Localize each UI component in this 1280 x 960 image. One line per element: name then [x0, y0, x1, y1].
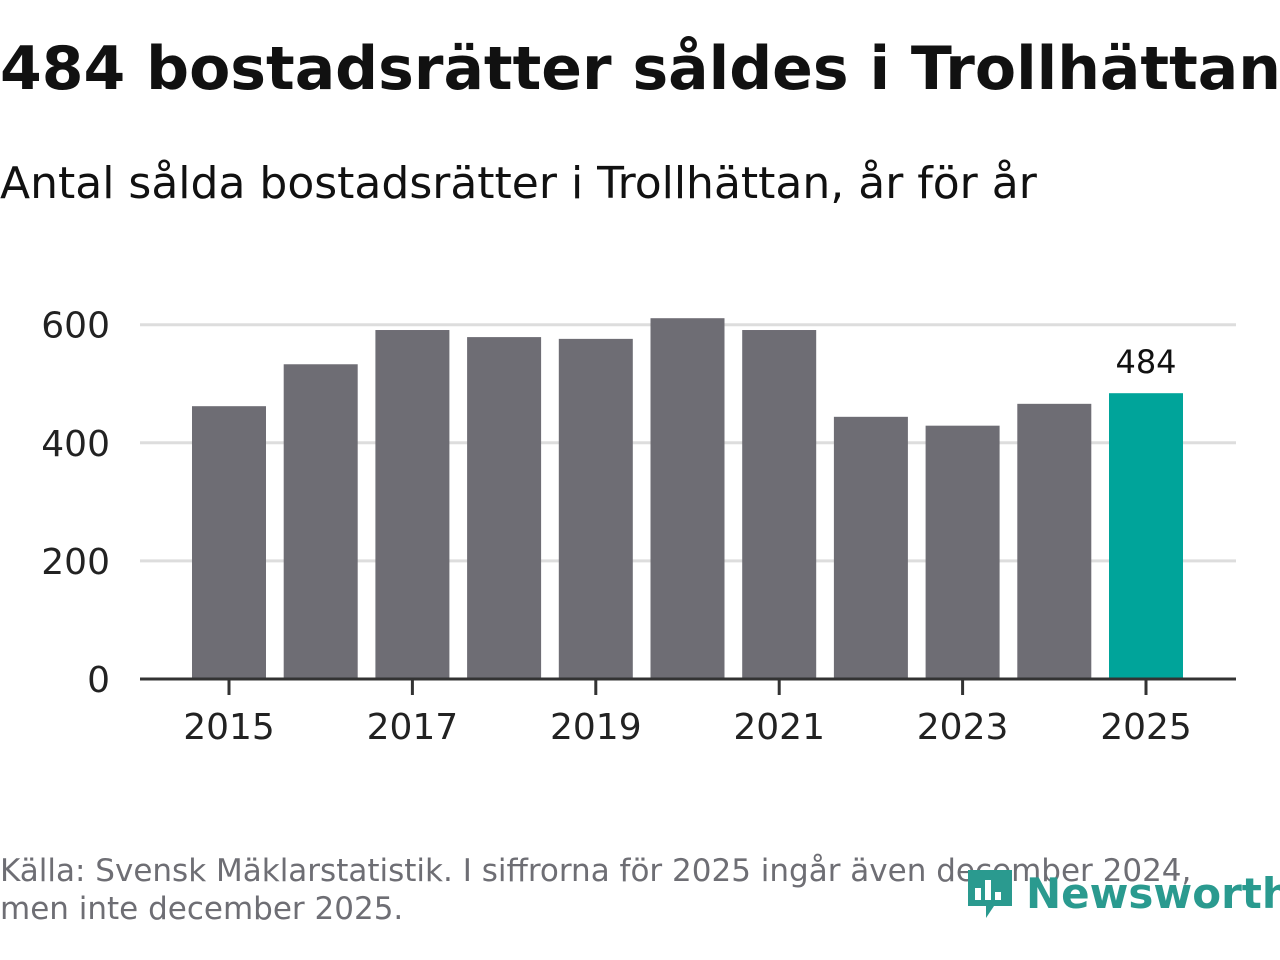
- x-tick-label-2025: 2025: [1100, 707, 1192, 748]
- x-tick-label-2023: 2023: [917, 707, 1009, 748]
- brand-name: Newsworthy: [1026, 869, 1280, 918]
- y-tick-label-200: 200: [41, 542, 110, 583]
- bar-2022: [833, 416, 908, 679]
- y-tick-label-400: 400: [41, 424, 110, 465]
- bar-2015: [192, 406, 266, 679]
- x-tick-label-2017: 2017: [367, 707, 459, 748]
- y-tick-label-0: 0: [87, 660, 110, 701]
- newsworthy-logo-icon: [968, 870, 1012, 918]
- bar-2020: [650, 318, 725, 679]
- x-tick-label-2015: 2015: [183, 707, 275, 748]
- data-label-2025: 484: [1115, 343, 1176, 381]
- brand-logo: Newsworthy: [964, 864, 1280, 924]
- source-note-line-1: Källa: Svensk Mäklarstatistik. I siffror…: [0, 853, 1192, 889]
- bar-2024: [1017, 403, 1092, 679]
- chart-footer: Källa: Svensk Mäklarstatistik. I siffror…: [0, 852, 1192, 929]
- chart-title: 484 bostadsrätter såldes i Trollhättan: [0, 34, 1280, 104]
- bar-2017: [375, 330, 450, 679]
- chart-subtitle: Antal sålda bostadsrätter i Trollhättan,…: [0, 158, 1037, 209]
- x-tick-label-2021: 2021: [733, 707, 825, 748]
- source-note-line-2: men inte december 2025.: [0, 891, 404, 928]
- y-tick-label-600: 600: [41, 306, 110, 347]
- bar-2019: [558, 338, 633, 679]
- bar-2025: [1109, 393, 1183, 679]
- bar-2023: [925, 425, 1000, 679]
- x-tick-label-2019: 2019: [550, 707, 642, 748]
- bar-chart: 0 200 400 600 484 2015 2017 2019 2021 2023 2025: [0, 260, 1280, 780]
- bar-2016: [283, 364, 358, 679]
- bar-chart-svg: 0 200 400 600 484 2015 2017 2019 2021 2023 2025: [41, 306, 1236, 748]
- bar-2018: [467, 337, 542, 679]
- bar-2021: [742, 330, 817, 679]
